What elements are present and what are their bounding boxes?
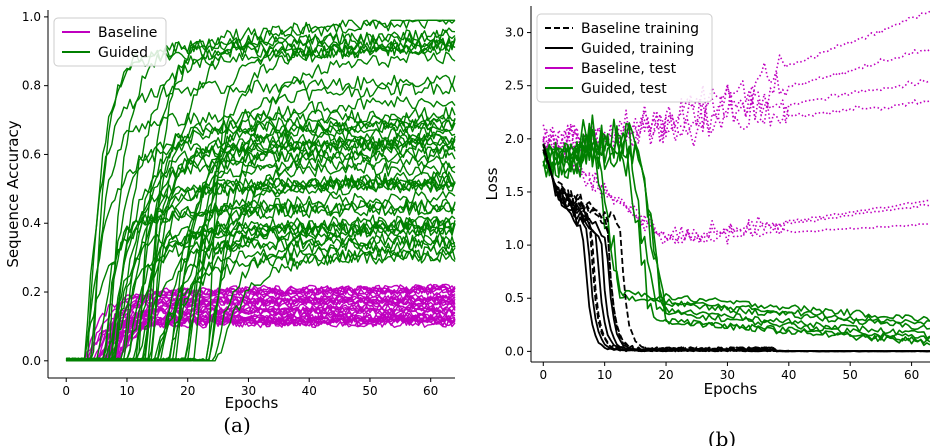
x-tick-label: 40 (302, 384, 317, 398)
x-tick-label: 40 (781, 368, 796, 382)
panel-a-legend: Baseline Guided (53, 17, 167, 67)
guided-test-run (542, 114, 930, 344)
legend-entry: Baseline, test (581, 61, 677, 77)
baseline-test-run (542, 10, 930, 153)
panel-a-y-axis-label: Sequence Accuracy (4, 120, 22, 267)
y-tick-label: 0.2 (22, 285, 41, 299)
guided-run (65, 135, 456, 362)
legend-box (536, 13, 713, 103)
x-tick-label: 0 (62, 384, 70, 398)
x-tick-label: 30 (720, 368, 735, 382)
legend-entry: Guided (98, 45, 148, 61)
baseline-run (65, 313, 456, 362)
legend-entry: Baseline (98, 25, 157, 41)
panel-b-legend: Baseline training Guided, training Baselin… (536, 13, 713, 103)
panel-b-axes: 0 10 20 30 40 50 60 0.0 0.5 1.0 1.5 2.0 2.5 3.0 (505, 6, 930, 382)
x-tick-label: 30 (241, 384, 256, 398)
baseline-test-run (542, 138, 930, 244)
guided-run (66, 74, 456, 362)
guided-run (66, 38, 456, 362)
x-tick-label: 0 (539, 368, 547, 382)
baseline-training-run (542, 149, 789, 353)
baseline-run (66, 295, 456, 362)
y-tick-label: 0.5 (505, 291, 524, 305)
guided-run (66, 118, 456, 362)
panel-a-runs (65, 19, 456, 362)
x-tick-label: 60 (423, 384, 438, 398)
guided-test-run (542, 124, 930, 331)
legend-entry: Guided, test (581, 81, 667, 97)
y-tick-label: 0.4 (22, 216, 41, 230)
baseline-test-run (542, 137, 930, 246)
panel-b-y-axis-label: Loss (483, 167, 501, 200)
panel-a-caption: (a) (223, 413, 251, 437)
guided-training-run (542, 143, 930, 353)
legend-box (53, 17, 167, 67)
baseline-test-run (542, 137, 930, 245)
x-tick-label: 20 (658, 368, 673, 382)
legend-entry: Guided, training (581, 41, 694, 57)
guided-run (66, 112, 456, 362)
guided-run (65, 218, 456, 362)
guided-run (66, 144, 456, 362)
panel-b-x-axis-label: Epochs (704, 380, 758, 398)
panel-b-caption: (b) (708, 427, 736, 446)
guided-test-run (542, 122, 930, 342)
guided-test-run (542, 130, 930, 326)
y-tick-label: 3.0 (505, 26, 524, 40)
panel-b-runs (542, 10, 930, 353)
y-tick-label: 0.8 (22, 79, 41, 93)
x-tick-label: 50 (362, 384, 377, 398)
baseline-test-run (542, 78, 930, 152)
guided-run (66, 198, 456, 362)
y-tick-label: 2.5 (505, 79, 524, 93)
y-tick-label: 2.0 (505, 132, 524, 146)
y-tick-label: 1.5 (505, 185, 524, 199)
panel-a-axes: 0 10 20 30 40 50 60 0.0 0.2 0.4 0.6 0.8 1.0 (22, 10, 455, 398)
y-tick-label: 0.6 (22, 147, 41, 161)
x-tick-label: 60 (904, 368, 919, 382)
guided-run (65, 29, 456, 362)
panel-a-x-axis-label: Epochs (225, 394, 279, 412)
x-tick-label: 10 (597, 368, 612, 382)
legend-entry: Baseline training (581, 21, 699, 37)
x-tick-label: 10 (119, 384, 134, 398)
x-tick-label: 50 (843, 368, 858, 382)
panel-b: 0 10 20 30 40 50 60 0.0 0.5 1.0 1.5 2.0 2.5 3.0 Basel… (483, 6, 930, 446)
guided-run (65, 201, 456, 362)
guided-run (66, 133, 456, 362)
x-tick-label: 20 (180, 384, 195, 398)
y-tick-label: 0.0 (22, 354, 41, 368)
baseline-run (66, 300, 456, 362)
panel-a: 0 10 20 30 40 50 60 0.0 0.2 0.4 0.6 0.8 1.0 Baseline… (4, 10, 456, 437)
guided-test-run (542, 133, 930, 323)
y-tick-label: 1.0 (22, 10, 41, 24)
y-tick-label: 1.0 (505, 238, 524, 252)
y-tick-label: 0.0 (505, 344, 524, 358)
